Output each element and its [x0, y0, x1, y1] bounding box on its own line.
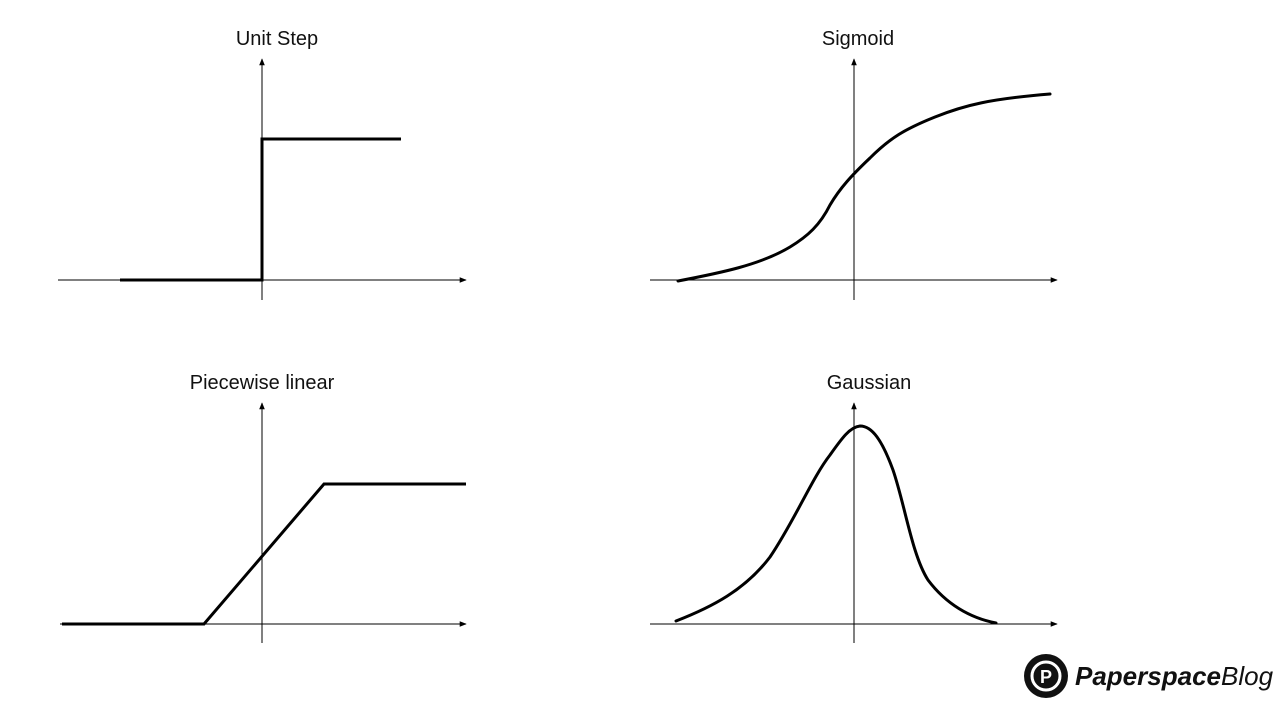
gaussian-title: Gaussian: [827, 372, 912, 394]
wordmark-paperspace: Paperspace: [1075, 661, 1221, 691]
piecewise-linear-panel: Piecewise linear: [60, 372, 467, 643]
wordmark-blog: Blog: [1221, 661, 1274, 691]
sigmoid-curve: [676, 92, 1052, 283]
piecewise-linear-title: Piecewise linear: [190, 372, 335, 394]
gaussian-panel: Gaussian: [650, 372, 1058, 643]
unit-step-curve: [120, 137, 401, 282]
sigmoid-title: Sigmoid: [822, 28, 894, 50]
paperspace-logo-letter: P: [1040, 667, 1052, 687]
gaussian-curve: [674, 424, 998, 625]
paperspace-logo-ring: [1030, 660, 1062, 692]
unit-step-title: Unit Step: [236, 28, 318, 50]
unit-step-panel: Unit Step: [58, 28, 467, 300]
paperspace-blog-logo: P PaperspaceBlog: [1024, 654, 1274, 698]
sigmoid-panel: Sigmoid: [650, 28, 1058, 300]
paperspace-blog-wordmark: PaperspaceBlog: [1075, 661, 1274, 691]
piecewise-linear-curve: [62, 482, 466, 626]
paperspace-logo-icon: [1024, 654, 1068, 698]
